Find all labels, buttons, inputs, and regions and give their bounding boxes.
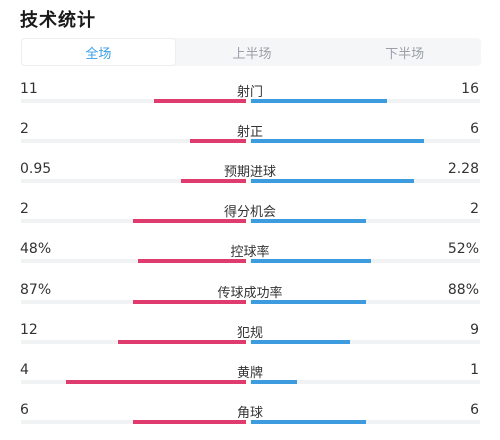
away-value: 52% xyxy=(447,241,479,257)
away-value: 88% xyxy=(447,282,479,298)
stat-row: 2 得分机会 2 xyxy=(0,201,500,231)
home-value: 87% xyxy=(20,282,52,298)
stat-label: 角球 xyxy=(236,406,263,421)
away-value: 2 xyxy=(470,201,479,217)
tab-first-half[interactable]: 上半场 xyxy=(232,46,272,62)
stat-label: 传球成功率 xyxy=(217,286,283,301)
home-bar-track xyxy=(21,179,246,183)
stat-row: 48% 控球率 52% xyxy=(0,241,500,271)
home-bar-track xyxy=(21,99,246,103)
page-title: 技术统计 xyxy=(20,10,96,31)
away-value: 6 xyxy=(470,402,479,418)
away-bar xyxy=(251,139,424,143)
home-bar xyxy=(190,139,246,143)
home-bar xyxy=(133,219,246,223)
away-bar xyxy=(251,179,414,183)
tab-second-half[interactable]: 下半场 xyxy=(385,46,425,62)
home-bar xyxy=(133,420,246,424)
home-bar xyxy=(133,300,246,304)
home-value: 2 xyxy=(20,121,29,137)
away-value: 2.28 xyxy=(447,161,479,177)
stat-row: 0.95 预期进球 2.28 xyxy=(0,161,500,191)
home-bar xyxy=(118,340,246,344)
home-bar xyxy=(154,99,246,103)
home-value: 2 xyxy=(20,201,29,217)
stat-label: 射门 xyxy=(236,85,263,100)
stat-label: 犯规 xyxy=(236,326,263,341)
away-value: 9 xyxy=(470,322,479,338)
away-value: 1 xyxy=(470,362,479,378)
stat-row: 6 角球 6 xyxy=(0,402,500,432)
stat-row: 87% 传球成功率 88% xyxy=(0,282,500,312)
stat-label: 射正 xyxy=(236,125,263,140)
stat-label: 黄牌 xyxy=(236,366,263,381)
away-bar xyxy=(251,420,366,424)
away-bar xyxy=(251,380,297,384)
stat-row: 11 射门 16 xyxy=(0,81,500,111)
home-value: 48% xyxy=(20,241,52,257)
home-bar-track xyxy=(21,139,246,143)
home-value: 12 xyxy=(20,322,38,338)
home-value: 11 xyxy=(20,81,38,97)
home-value: 0.95 xyxy=(20,161,52,177)
stat-row: 4 黄牌 1 xyxy=(0,362,500,392)
away-bar xyxy=(251,300,366,304)
away-bar xyxy=(251,340,350,344)
home-value: 6 xyxy=(20,402,29,418)
stat-label: 得分机会 xyxy=(223,205,276,220)
away-bar xyxy=(251,259,371,263)
home-bar-track xyxy=(21,259,246,263)
away-bar-track xyxy=(250,340,480,344)
home-value: 4 xyxy=(20,362,29,378)
away-bar xyxy=(251,99,387,103)
away-bar-track xyxy=(250,380,480,384)
period-tabs: 全场 上半场 下半场 xyxy=(21,38,481,66)
away-value: 6 xyxy=(470,121,479,137)
away-value: 16 xyxy=(461,81,479,97)
stat-label: 预期进球 xyxy=(223,165,276,180)
stat-label: 控球率 xyxy=(230,245,270,260)
home-bar xyxy=(66,380,246,384)
home-bar xyxy=(138,259,246,263)
away-bar xyxy=(251,219,366,223)
stat-row: 12 犯规 9 xyxy=(0,322,500,352)
stat-row: 2 射正 6 xyxy=(0,121,500,151)
tab-full-match[interactable]: 全场 xyxy=(21,38,176,66)
home-bar xyxy=(181,179,246,183)
